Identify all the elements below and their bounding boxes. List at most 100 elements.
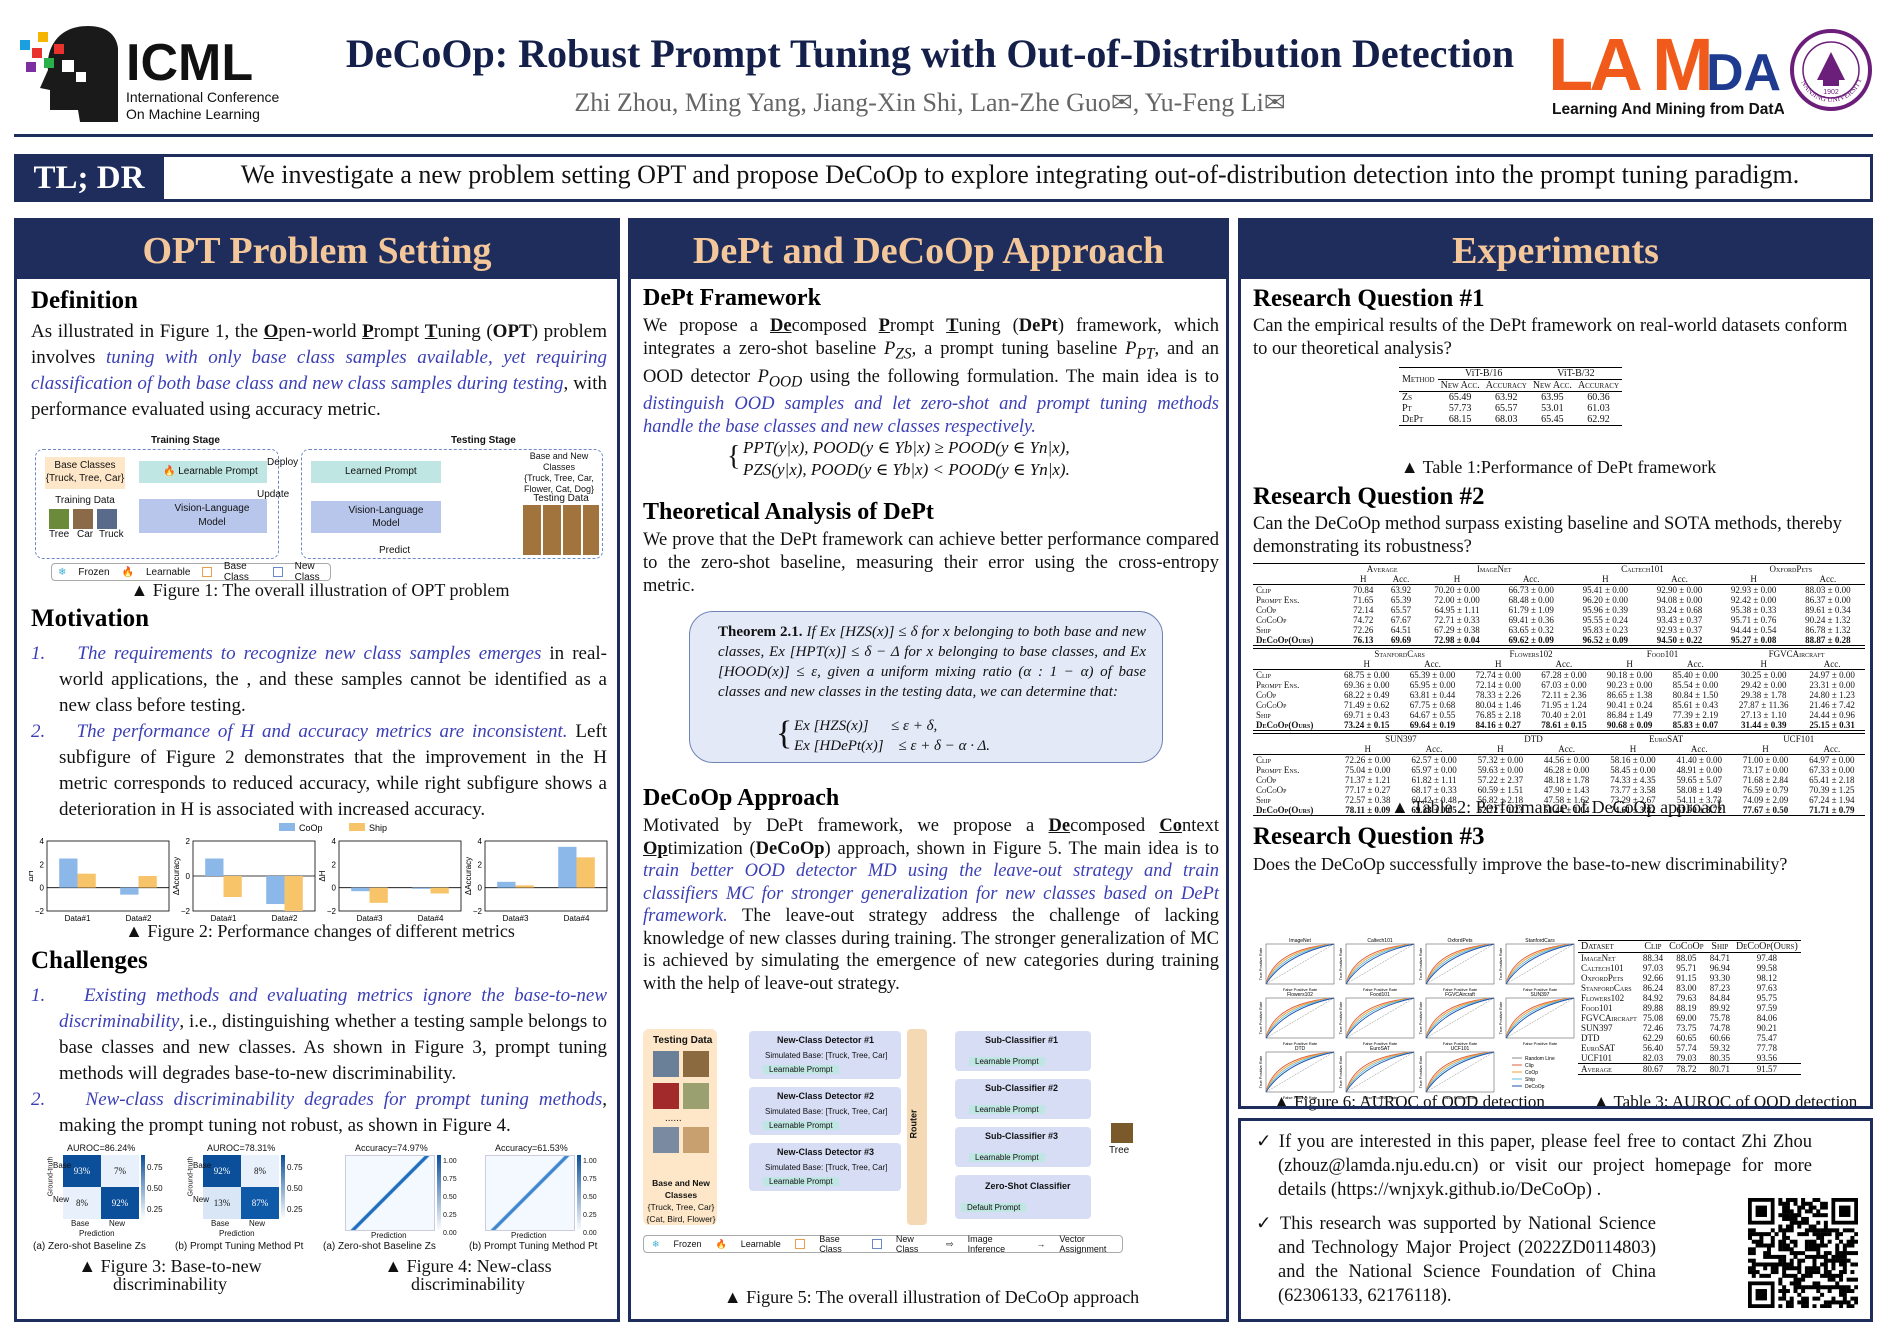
poster-title: DeCoOp: Robust Prompt Tuning with Out-of… (345, 31, 1515, 76)
qr-code[interactable] (1748, 1198, 1858, 1308)
roc-legend-label: CoOp (1525, 1070, 1538, 1076)
fig2-xtick: Data#4 (564, 914, 590, 921)
roc-panel: FGVCAircraft False Positive Rate True Posi… (1418, 992, 1495, 1046)
roc-curve (1265, 997, 1335, 1039)
fig2-caption: ▲ Figure 2: Performance changes of diffe… (125, 921, 515, 941)
rq3-heading: Research Question #3 (1253, 823, 1485, 850)
challenges-item-1: 1. Existing methods and evaluating metri… (31, 985, 608, 1084)
roc-curve (1505, 997, 1575, 1039)
fig2-ytick: −2 (327, 907, 337, 916)
fig2-legend-swatch (279, 823, 295, 831)
svg-text:LA: LA (1548, 23, 1641, 106)
table2-row: Clip 68.75 ± 0.00 65.39 ± 0.00 72.74 ± 0.00… (1256, 670, 1855, 680)
fig2-panel: −2 0 2 4 ΔH Data#1 Data#2 (29, 837, 170, 921)
roc-curve (1265, 1051, 1335, 1093)
table-1: Method ViT-B/16 ViT-B/32 New Acc. Accuracy N… (1399, 367, 1623, 426)
roc-xlabel: False Positive Rate (1443, 1095, 1478, 1100)
icml-sub2: On Machine Learning (126, 106, 260, 122)
roc-title: Caltech101 (1367, 938, 1393, 944)
roc-ylabel: True Positive Rate (1338, 947, 1343, 981)
roc-curve (1265, 943, 1335, 985)
roc-title: UCF101 (1451, 1046, 1470, 1052)
base-new-classes-box: Base and New Classes {Truck, Tree, Car, F… (523, 451, 595, 494)
motivation-item-1: 1. The requirements to recognize new cla… (31, 643, 608, 716)
col2-title: DePt and DeCoOp Approach (631, 221, 1226, 279)
table2-row: CoOp 68.22 ± 0.49 63.81 ± 0.44 78.33 ± 2.26… (1256, 690, 1855, 700)
rq3-text: Does the DeCoOp successfully improve the… (1253, 854, 1788, 874)
train-img-truck (97, 509, 117, 529)
roc-panel: OxfordPets False Positive Rate True Positi… (1418, 938, 1495, 992)
challenges-item-2: 2. New-class discriminability degrades f… (31, 1089, 607, 1136)
fig2-bar (284, 876, 303, 911)
roc-panel: SUN397 False Positive Rate True Positive R… (1498, 992, 1575, 1046)
table3-row: EuroSAT 56.40 57.74 59.32 77.78 (1581, 1043, 1777, 1053)
roc-ylabel: True Positive Rate (1498, 1001, 1503, 1035)
fig2-xtick: Data#3 (357, 914, 383, 921)
roc-curve (1425, 1051, 1495, 1093)
roc-panel: UCF101 False Positive Rate True Positive R… (1418, 1046, 1495, 1100)
fig2-legend-label: Ship (369, 823, 387, 833)
fig2-ytick: 0 (478, 884, 483, 893)
roc-xlabel: False Positive Rate (1283, 1041, 1318, 1046)
fig2-ytick: −2 (35, 907, 45, 916)
roc-curve (1345, 997, 1415, 1039)
roc-curve (1425, 997, 1495, 1039)
table3-row: Caltech101 97.03 95.71 96.94 99.58 (1581, 963, 1777, 973)
framework-heading: DePt Framework (643, 285, 821, 311)
roc-xlabel: False Positive Rate (1443, 987, 1478, 992)
roc-curve (1345, 1051, 1415, 1093)
fig2-ytick: 4 (40, 837, 45, 846)
fig2-panel: −2 0 2 ΔAccuracy Data#1 Data#2 (172, 837, 316, 921)
roc-panel: DTD False Positive Rate True Positive Rate (1258, 1046, 1335, 1100)
fig2-xtick: Data#4 (418, 914, 444, 921)
tldr-tag: TL; DR (14, 154, 164, 202)
roc-xlabel: False Positive Rate (1523, 987, 1558, 992)
figure-4: Accuracy=74.97% Accuracy=61.53% 1.00 0.75… (323, 1143, 598, 1252)
roc-curve (1265, 997, 1335, 1039)
roc-xlabel: False Positive Rate (1283, 987, 1318, 992)
roc-curve (1265, 1051, 1335, 1093)
fig2-ytick: −2 (181, 907, 191, 916)
fig4-caption: ▲ Figure 4: New-class discriminability (384, 1256, 552, 1294)
table3-row: ImageNet 88.34 88.05 84.71 97.48 (1581, 953, 1777, 963)
roc-panel: Caltech101 False Positive Rate True Positi… (1338, 938, 1415, 992)
roc-panel: EuroSAT False Positive Rate True Positive … (1338, 1046, 1415, 1100)
roc-title: EuroSAT (1370, 1046, 1390, 1052)
fig2-bar (266, 876, 285, 904)
fig2-bar (77, 873, 96, 888)
column-experiments: Experiments Research Question #1 Can the… (1238, 218, 1873, 922)
fig1-legend: ❄ Frozen 🔥 Learnable Base Class New Class (51, 561, 331, 583)
train-img-car (73, 509, 93, 529)
fig2-xtick: Data#2 (272, 914, 298, 921)
table3-row: StanfordCars 86.24 83.00 87.23 97.63 (1581, 983, 1777, 993)
roc-ylabel: True Positive Rate (1338, 1001, 1343, 1035)
table2-row: Ship 72.57 ± 0.38 60.42 ± 0.48 56.82 ± 2.18… (1256, 795, 1855, 805)
table2-row: CoOp 71.37 ± 1.21 61.82 ± 1.11 57.22 ± 2.37… (1256, 775, 1855, 785)
svg-text:1902: 1902 (1823, 89, 1839, 96)
vlm-box-test: Vision-Language Model (311, 501, 441, 533)
roc-panel: Food101 False Positive Rate True Positive … (1338, 992, 1415, 1046)
roc-curve (1425, 943, 1495, 985)
base-classes-box: Base Classes {Truck, Tree, Car} (45, 457, 125, 489)
icml-sub1: International Conference (126, 89, 280, 105)
col1-title: OPT Problem Setting (17, 221, 617, 279)
roc-curve (1345, 1051, 1415, 1093)
roc-title: ImageNet (1289, 938, 1311, 944)
fig1-caption: ▲ Figure 1: The overall illustration of … (130, 580, 510, 600)
roc-curve (1345, 997, 1415, 1039)
fig5-legend: ❄ Frozen 🔥 Learnable Base Class New Class … (643, 1234, 1123, 1254)
fig2-ytick: 4 (332, 837, 337, 846)
theorem-equation: Ex [HZS(x)] ≤ ε + δ, Ex [HDePt(x)] ≤ ε + … (794, 718, 991, 754)
fig2-bar (497, 881, 516, 888)
table3-row: OxfordPets 92.66 91.15 93.30 98.12 (1581, 973, 1777, 983)
roc-ylabel: True Positive Rate (1498, 947, 1503, 981)
roc-curve (1265, 1051, 1335, 1093)
table3-row: UCF101 82.03 79.03 80.35 93.56 (1581, 1053, 1777, 1063)
roc-curve (1265, 943, 1335, 985)
roc-title: Food101 (1370, 992, 1390, 998)
fig2-ylabel: ΔAccuracy (172, 857, 181, 895)
fig2-bar (576, 857, 595, 888)
roc-panel: ImageNet False Positive Rate True Positive… (1258, 938, 1335, 992)
learnable-prompt-box: 🔥 Learnable Prompt (139, 461, 267, 483)
